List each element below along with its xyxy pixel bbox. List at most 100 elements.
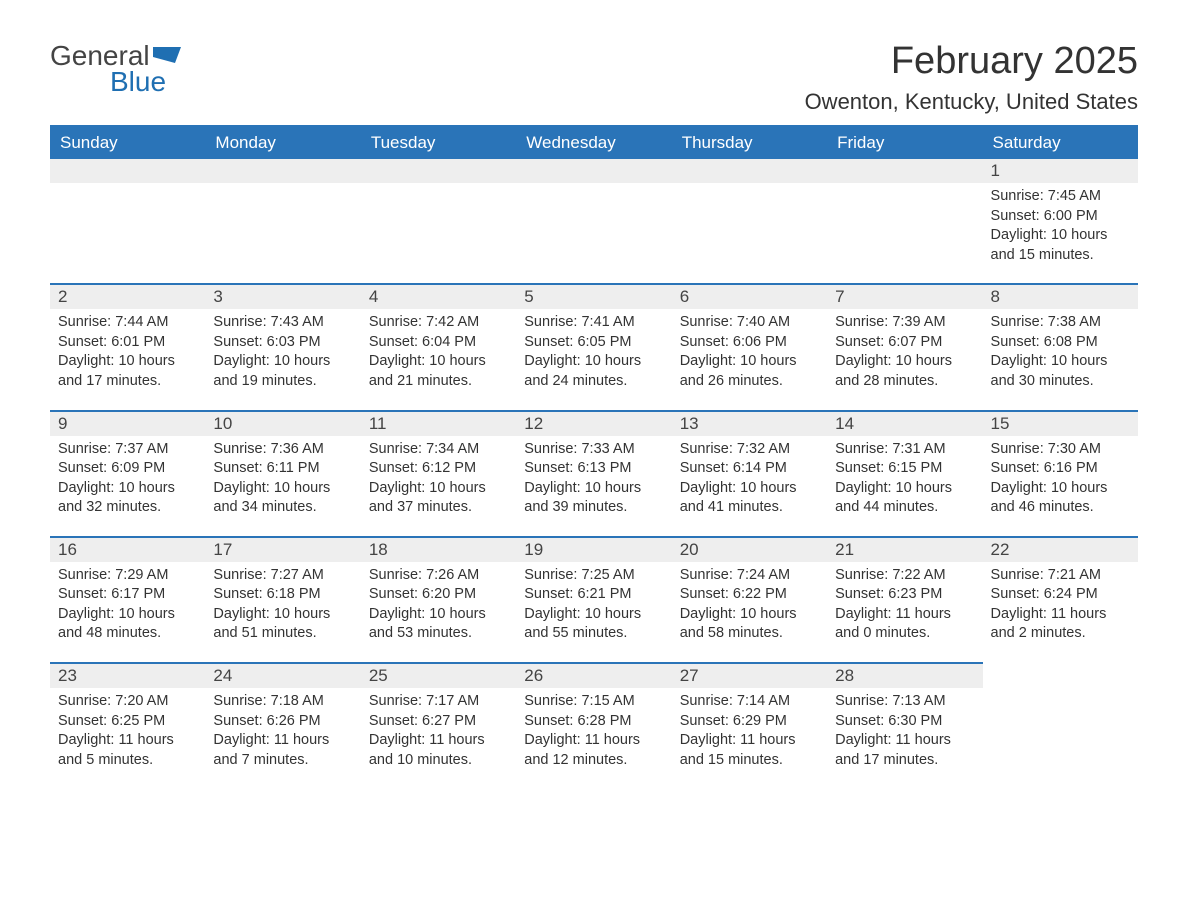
calendar-grid: SundayMondayTuesdayWednesdayThursdayFrid…: [50, 127, 1138, 788]
sunrise-text: Sunrise: 7:29 AM: [58, 566, 197, 586]
sunrise-text: Sunrise: 7:33 AM: [524, 440, 663, 460]
title-block: February 2025 Owenton, Kentucky, United …: [805, 40, 1138, 115]
sunrise-text: Sunrise: 7:26 AM: [369, 566, 508, 586]
sunset-text: Sunset: 6:20 PM: [369, 585, 508, 605]
day-number: 24: [205, 662, 360, 688]
day-cell: [516, 159, 671, 283]
day-content: Sunrise: 7:31 AMSunset: 6:15 PMDaylight:…: [827, 436, 982, 518]
day-number: 5: [516, 283, 671, 309]
day-cell: 21Sunrise: 7:22 AMSunset: 6:23 PMDayligh…: [827, 536, 982, 662]
sunset-text: Sunset: 6:08 PM: [991, 333, 1130, 353]
sunrise-text: Sunrise: 7:38 AM: [991, 313, 1130, 333]
daylight-text: Daylight: 10 hours and 53 minutes.: [369, 605, 508, 644]
sunrise-text: Sunrise: 7:39 AM: [835, 313, 974, 333]
daylight-text: Daylight: 10 hours and 32 minutes.: [58, 479, 197, 518]
day-content: Sunrise: 7:41 AMSunset: 6:05 PMDaylight:…: [516, 309, 671, 391]
day-number: [205, 159, 360, 183]
sunset-text: Sunset: 6:13 PM: [524, 459, 663, 479]
logo-word2: Blue: [110, 66, 166, 98]
day-cell: 11Sunrise: 7:34 AMSunset: 6:12 PMDayligh…: [361, 410, 516, 536]
day-cell: 8Sunrise: 7:38 AMSunset: 6:08 PMDaylight…: [983, 283, 1138, 409]
sunrise-text: Sunrise: 7:32 AM: [680, 440, 819, 460]
sunset-text: Sunset: 6:17 PM: [58, 585, 197, 605]
sunrise-text: Sunrise: 7:21 AM: [991, 566, 1130, 586]
day-cell: 20Sunrise: 7:24 AMSunset: 6:22 PMDayligh…: [672, 536, 827, 662]
day-number: 20: [672, 536, 827, 562]
day-content: Sunrise: 7:20 AMSunset: 6:25 PMDaylight:…: [50, 688, 205, 770]
week-row: 23Sunrise: 7:20 AMSunset: 6:25 PMDayligh…: [50, 662, 1138, 788]
week-row: 16 Sunrise: 7:29 AMSunset: 6:17 PM Dayligh…: [50, 536, 1138, 662]
sunset-text: Sunset: 6:04 PM: [369, 333, 508, 353]
dow-cell: Monday: [205, 127, 360, 159]
day-number: 16: [50, 536, 205, 562]
sunrise-text: Sunrise: 7:24 AM: [680, 566, 819, 586]
daylight-text: Daylight: 11 hours and 10 minutes.: [369, 731, 508, 770]
header: General Blue February 2025 Owenton, Kent…: [50, 40, 1138, 115]
day-cell: 2Sunrise: 7:44 AMSunset: 6:01 PMDaylight…: [50, 283, 205, 409]
day-number: 7: [827, 283, 982, 309]
sunrise-text: Sunrise: 7:14 AM: [680, 692, 819, 712]
daylight-text: Daylight: 10 hours and 55 minutes.: [524, 605, 663, 644]
sunrise-text: Sunrise: 7:37 AM: [58, 440, 197, 460]
sunrise-text: Sunrise: 7:13 AM: [835, 692, 974, 712]
day-number: 11: [361, 410, 516, 436]
day-content: Sunrise: 7:14 AMSunset: 6:29 PMDaylight:…: [672, 688, 827, 770]
day-content: Sunrise: 7:24 AMSunset: 6:22 PMDaylight:…: [672, 562, 827, 644]
sunrise-text: Sunrise: 7:25 AM: [524, 566, 663, 586]
day-cell: 9Sunrise: 7:37 AMSunset: 6:09 PMDaylight…: [50, 410, 205, 536]
sunset-text: Sunset: 6:01 PM: [58, 333, 197, 353]
sunset-text: Sunset: 6:07 PM: [835, 333, 974, 353]
sunset-text: Sunset: 6:03 PM: [213, 333, 352, 353]
month-title: February 2025: [805, 40, 1138, 83]
day-number: 9: [50, 410, 205, 436]
day-number: 18: [361, 536, 516, 562]
dow-cell: Thursday: [672, 127, 827, 159]
sunset-text: Sunset: 6:16 PM: [991, 459, 1130, 479]
day-content: Sunrise: 7:33 AMSunset: 6:13 PMDaylight:…: [516, 436, 671, 518]
daylight-text: Daylight: 10 hours and 19 minutes.: [213, 352, 352, 391]
day-cell: 17Sunrise: 7:27 AMSunset: 6:18 PMDayligh…: [205, 536, 360, 662]
daylight-text: Daylight: 10 hours and 37 minutes.: [369, 479, 508, 518]
daylight-text: Daylight: 10 hours and 24 minutes.: [524, 352, 663, 391]
daylight-text: Daylight: 10 hours and 46 minutes.: [991, 479, 1130, 518]
daylight-text: Daylight: 10 hours and 30 minutes.: [991, 352, 1130, 391]
day-cell: 3Sunrise: 7:43 AMSunset: 6:03 PMDaylight…: [205, 283, 360, 409]
location-label: Owenton, Kentucky, United States: [805, 89, 1138, 115]
day-content: Sunrise: 7:42 AMSunset: 6:04 PMDaylight:…: [361, 309, 516, 391]
sunset-text: Sunset: 6:26 PM: [213, 712, 352, 732]
daylight-text: Daylight: 11 hours and 17 minutes.: [835, 731, 974, 770]
day-number: 14: [827, 410, 982, 436]
sunrise-text: Sunrise: 7:41 AM: [524, 313, 663, 333]
daylight-text: Daylight: 10 hours and 34 minutes.: [213, 479, 352, 518]
sunrise-text: Sunrise: 7:40 AM: [680, 313, 819, 333]
day-cell: 26Sunrise: 7:15 AMSunset: 6:28 PMDayligh…: [516, 662, 671, 788]
day-number: [50, 159, 205, 183]
day-cell: [827, 159, 982, 283]
day-content: Sunrise: 7:27 AMSunset: 6:18 PMDaylight:…: [205, 562, 360, 644]
day-content: Sunrise: 7:40 AMSunset: 6:06 PMDaylight:…: [672, 309, 827, 391]
day-content: Sunrise: 7:43 AMSunset: 6:03 PMDaylight:…: [205, 309, 360, 391]
sunset-text: Sunset: 6:18 PM: [213, 585, 352, 605]
day-number: 13: [672, 410, 827, 436]
week-row: 9Sunrise: 7:37 AMSunset: 6:09 PMDaylight…: [50, 410, 1138, 536]
daylight-text: Daylight: 11 hours and 5 minutes.: [58, 731, 197, 770]
day-cell: [361, 159, 516, 283]
day-number: 23: [50, 662, 205, 688]
day-content: Sunrise: 7:38 AMSunset: 6:08 PMDaylight:…: [983, 309, 1138, 391]
day-cell: 7Sunrise: 7:39 AMSunset: 6:07 PMDaylight…: [827, 283, 982, 409]
day-number: 26: [516, 662, 671, 688]
day-content: Sunrise: 7:39 AMSunset: 6:07 PMDaylight:…: [827, 309, 982, 391]
brand-logo: General Blue: [50, 40, 181, 98]
day-content: Sunrise: 7:34 AMSunset: 6:12 PMDaylight:…: [361, 436, 516, 518]
day-number: 4: [361, 283, 516, 309]
day-cell: 23Sunrise: 7:20 AMSunset: 6:25 PMDayligh…: [50, 662, 205, 788]
dow-cell: Friday: [827, 127, 982, 159]
sunset-text: Sunset: 6:30 PM: [835, 712, 974, 732]
day-number: [361, 159, 516, 183]
day-content: Sunrise: 7:30 AMSunset: 6:16 PMDaylight:…: [983, 436, 1138, 518]
day-content: Sunrise: 7:37 AMSunset: 6:09 PMDaylight:…: [50, 436, 205, 518]
calendar-page: General Blue February 2025 Owenton, Kent…: [0, 0, 1188, 828]
day-content: Sunrise: 7:44 AMSunset: 6:01 PMDaylight:…: [50, 309, 205, 391]
day-number: 10: [205, 410, 360, 436]
day-number: 22: [983, 536, 1138, 562]
